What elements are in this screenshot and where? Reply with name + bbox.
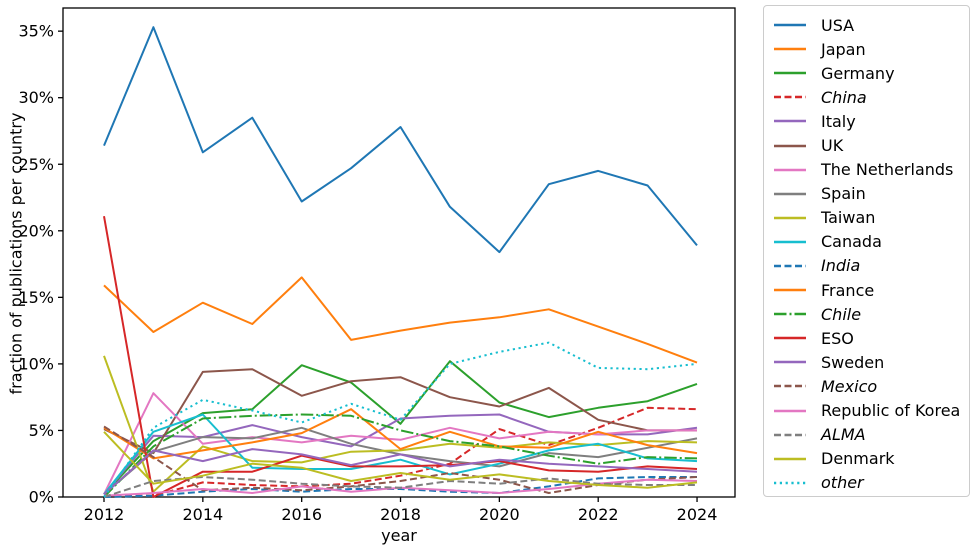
legend-item-the-netherlands: The Netherlands xyxy=(773,158,969,182)
y-tick-label: 25% xyxy=(18,155,54,174)
series-line-germany xyxy=(103,360,698,495)
series-line-taiwan xyxy=(103,355,698,493)
y-tick-label: 15% xyxy=(18,288,54,307)
series-line-the-netherlands xyxy=(103,392,697,495)
legend-label: Canada xyxy=(821,232,882,252)
legend-line-sample xyxy=(774,168,806,171)
legend-line-sample xyxy=(774,361,806,364)
legend-label: China xyxy=(821,87,867,107)
legend-line-sample xyxy=(774,481,806,485)
legend-label: Italy xyxy=(821,111,856,131)
legend-label: Denmark xyxy=(821,449,895,469)
legend-line-sample xyxy=(774,144,806,147)
legend-item-italy: Italy xyxy=(773,109,969,133)
y-tick-label: 20% xyxy=(18,221,54,240)
legend-line-sample xyxy=(774,288,806,292)
series-line-sweden xyxy=(103,448,698,496)
x-tick-label: 2024 xyxy=(677,505,718,524)
legend-line-sample xyxy=(774,120,806,123)
x-tick-label: 2012 xyxy=(84,505,125,524)
y-tick-label: 10% xyxy=(18,354,54,373)
x-tick-label: 2014 xyxy=(182,505,223,524)
legend-label: UK xyxy=(821,136,844,156)
legend-label: Mexico xyxy=(821,376,878,396)
series-line-other xyxy=(103,341,698,498)
y-tick-label: 35% xyxy=(18,22,54,41)
legend-label: other xyxy=(821,473,864,493)
legend-line-sample xyxy=(774,264,806,268)
legend-item-usa: USA xyxy=(773,13,969,37)
legend-item-chile: Chile xyxy=(773,302,969,326)
legend-item-germany: Germany xyxy=(773,61,969,85)
legend-label: India xyxy=(821,256,861,276)
series-line-canada xyxy=(103,413,698,495)
legend: USA Japan Germany China Italy UK The Netherlan… xyxy=(763,5,970,497)
series-line-uk xyxy=(103,368,697,455)
legend-label: USA xyxy=(821,15,855,35)
legend-label: Republic of Korea xyxy=(821,401,961,421)
x-tick-label: 2016 xyxy=(281,505,322,524)
legend-label: The Netherlands xyxy=(821,160,954,180)
legend-label: Germany xyxy=(821,63,895,83)
series-line-france xyxy=(103,408,698,460)
series-line-alma xyxy=(103,476,697,498)
series-line-usa xyxy=(103,26,698,254)
legend-line-sample xyxy=(774,337,806,340)
legend-item-france: France xyxy=(773,278,969,302)
legend-line-sample xyxy=(774,240,806,244)
y-tick-label: 5% xyxy=(29,421,54,440)
x-tick-label: 2020 xyxy=(479,505,520,524)
legend-item-denmark: Denmark xyxy=(773,447,969,471)
legend-line-sample xyxy=(774,433,806,436)
legend-line-sample xyxy=(774,409,806,412)
legend-label: Japan xyxy=(821,39,866,59)
legend-item-canada: Canada xyxy=(773,230,969,254)
legend-item-mexico: Mexico xyxy=(773,374,969,398)
legend-line-sample xyxy=(774,47,806,51)
legend-item-spain: Spain xyxy=(773,182,969,206)
legend-label: Sweden xyxy=(821,352,885,372)
legend-line-sample xyxy=(774,457,806,460)
legend-item-alma: ALMA xyxy=(773,423,969,447)
legend-item-india: India xyxy=(773,254,969,278)
x-tick-label: 2018 xyxy=(380,505,421,524)
legend-label: Chile xyxy=(821,304,862,324)
legend-line-sample xyxy=(774,385,806,388)
legend-line-sample xyxy=(774,72,806,75)
series-line-china xyxy=(104,406,698,497)
y-axis-label: fraction of publications per country xyxy=(6,112,26,395)
plot-border xyxy=(62,7,736,498)
y-tick-label: 30% xyxy=(18,88,54,107)
legend-item-eso: ESO xyxy=(773,326,969,350)
series-line-chile xyxy=(103,413,698,498)
legend-item-taiwan: Taiwan xyxy=(773,206,969,230)
legend-label: Taiwan xyxy=(821,208,876,228)
legend-line-sample xyxy=(774,96,806,99)
x-tick-label: 2022 xyxy=(578,505,619,524)
legend-item-other: other xyxy=(773,471,969,495)
legend-item-sweden: Sweden xyxy=(773,350,969,374)
series-line-eso xyxy=(103,216,698,498)
series-line-japan xyxy=(103,276,698,364)
legend-item-china: China xyxy=(773,85,969,109)
legend-item-uk: UK xyxy=(773,133,969,157)
y-tick-label: 0% xyxy=(29,488,54,507)
legend-label: Spain xyxy=(821,184,866,204)
series-line-india xyxy=(103,476,697,498)
legend-item-japan: Japan xyxy=(773,37,969,61)
legend-item-republic-of-korea: Republic of Korea xyxy=(773,399,969,423)
legend-line-sample xyxy=(774,23,806,27)
legend-line-sample xyxy=(774,216,806,219)
legend-label: France xyxy=(821,280,875,300)
legend-line-sample xyxy=(774,312,806,316)
legend-label: ESO xyxy=(821,328,854,348)
series-line-denmark xyxy=(103,431,698,489)
legend-line-sample xyxy=(774,192,806,195)
legend-label: ALMA xyxy=(821,425,866,445)
x-axis-label: year xyxy=(381,526,417,545)
